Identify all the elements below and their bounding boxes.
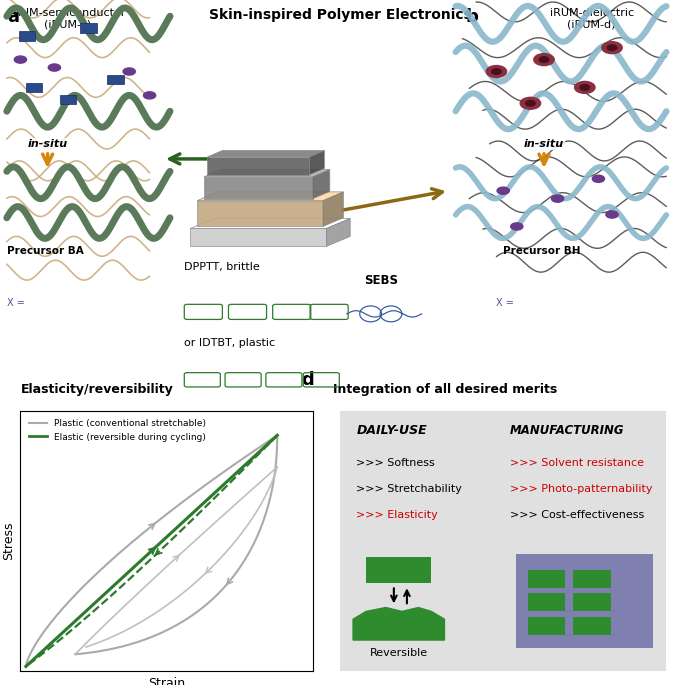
Text: Integration of all desired merits: Integration of all desired merits <box>333 383 558 396</box>
FancyBboxPatch shape <box>26 83 42 92</box>
FancyBboxPatch shape <box>19 31 35 40</box>
Circle shape <box>526 101 535 106</box>
Text: Elasticity/reversibility: Elasticity/reversibility <box>20 383 173 396</box>
Text: Reversible: Reversible <box>369 648 428 658</box>
Polygon shape <box>190 219 350 229</box>
Circle shape <box>48 64 61 71</box>
Circle shape <box>123 68 135 75</box>
Circle shape <box>534 53 554 66</box>
FancyBboxPatch shape <box>528 593 565 612</box>
Text: iRUM-semiconductor
(iRUM-s): iRUM-semiconductor (iRUM-s) <box>10 8 126 29</box>
Text: >>> Solvent resistance: >>> Solvent resistance <box>510 458 644 468</box>
Text: or IDTBT, plastic: or IDTBT, plastic <box>184 338 275 348</box>
Text: >>> Cost-effectiveness: >>> Cost-effectiveness <box>510 510 644 520</box>
Circle shape <box>486 66 507 77</box>
Text: d: d <box>301 371 313 389</box>
Polygon shape <box>197 201 323 227</box>
X-axis label: Strain: Strain <box>148 677 185 685</box>
Text: DAILY-USE: DAILY-USE <box>356 424 427 437</box>
Circle shape <box>520 97 541 110</box>
Text: MANUFACTURING: MANUFACTURING <box>510 424 624 437</box>
Polygon shape <box>353 608 445 640</box>
Text: X =: X = <box>496 298 514 308</box>
Circle shape <box>592 175 605 182</box>
Polygon shape <box>309 151 324 175</box>
FancyBboxPatch shape <box>573 593 611 612</box>
Circle shape <box>511 223 523 230</box>
Text: Precursor BH: Precursor BH <box>503 247 581 256</box>
FancyBboxPatch shape <box>80 23 97 33</box>
Text: b: b <box>466 8 479 26</box>
FancyBboxPatch shape <box>107 75 124 84</box>
Circle shape <box>606 211 618 218</box>
Circle shape <box>143 92 156 99</box>
Text: SEBS: SEBS <box>364 274 398 287</box>
FancyBboxPatch shape <box>528 570 565 588</box>
Text: in-situ: in-situ <box>524 139 564 149</box>
Text: Precursor BA: Precursor BA <box>7 247 84 256</box>
Text: iRUM-dielectric
(iRUM-d): iRUM-dielectric (iRUM-d) <box>549 8 634 29</box>
Circle shape <box>575 82 595 93</box>
FancyBboxPatch shape <box>337 408 670 674</box>
Text: a: a <box>7 8 19 26</box>
Legend: Plastic (conventional stretchable), Elastic (reversible during cycling): Plastic (conventional stretchable), Elas… <box>25 416 209 445</box>
FancyBboxPatch shape <box>60 95 76 104</box>
Circle shape <box>602 42 622 53</box>
Text: >>> Photo-patternability: >>> Photo-patternability <box>510 484 652 494</box>
Text: >>> Stretchability: >>> Stretchability <box>356 484 462 494</box>
Polygon shape <box>207 151 324 157</box>
FancyBboxPatch shape <box>573 616 611 635</box>
Polygon shape <box>190 229 326 247</box>
Circle shape <box>607 45 617 51</box>
Circle shape <box>492 68 501 74</box>
Text: DPPTT, brittle: DPPTT, brittle <box>184 262 259 272</box>
Polygon shape <box>204 177 313 199</box>
Polygon shape <box>204 170 330 177</box>
Circle shape <box>497 187 509 195</box>
Circle shape <box>539 57 549 62</box>
Text: in-situ: in-situ <box>27 139 67 149</box>
Polygon shape <box>323 192 343 227</box>
Text: >>> Elasticity: >>> Elasticity <box>356 510 438 520</box>
FancyBboxPatch shape <box>366 557 431 583</box>
FancyBboxPatch shape <box>528 616 565 635</box>
FancyBboxPatch shape <box>573 570 611 588</box>
Polygon shape <box>313 170 330 199</box>
Circle shape <box>14 56 27 63</box>
Text: X =: X = <box>7 298 24 308</box>
Polygon shape <box>197 192 343 201</box>
Text: >>> Softness: >>> Softness <box>356 458 435 468</box>
Text: Skin-inspired Polymer Electronics: Skin-inspired Polymer Electronics <box>209 8 471 22</box>
FancyBboxPatch shape <box>516 554 653 648</box>
Circle shape <box>580 85 590 90</box>
Polygon shape <box>207 157 309 175</box>
Y-axis label: Stress: Stress <box>2 522 15 560</box>
Circle shape <box>551 195 564 202</box>
Polygon shape <box>326 219 350 247</box>
